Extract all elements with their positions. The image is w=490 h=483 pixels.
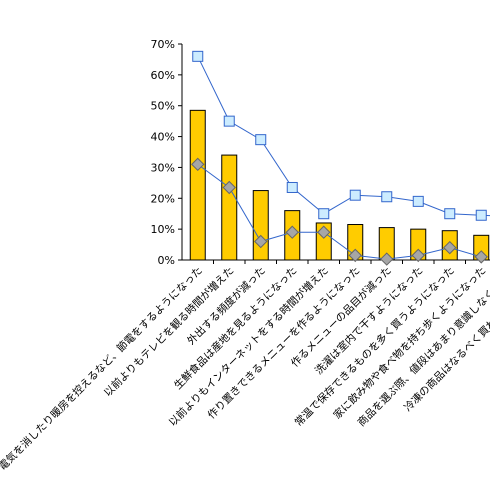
y-tick-label: 50% — [151, 100, 175, 113]
category-label: 電気を消したり暖房を控えるなど、節電をするようになった — [0, 264, 205, 473]
y-tick-label: 40% — [151, 131, 175, 144]
diamond-marker — [254, 234, 268, 249]
square-marker — [255, 134, 267, 146]
square-marker — [381, 191, 393, 203]
bar — [189, 109, 206, 261]
square-marker — [475, 209, 487, 221]
y-tick-label: 70% — [151, 38, 175, 51]
bar — [252, 190, 269, 261]
square-marker — [349, 189, 361, 201]
diamond-marker — [191, 157, 205, 172]
y-tick-label: 10% — [151, 223, 175, 236]
diamond-marker — [285, 225, 299, 239]
category-labels: 電気を消したり暖房を控えるなど、節電をするようになった以前よりもテレビを観る時間… — [0, 264, 490, 473]
diamond-marker — [348, 248, 362, 263]
y-tick-labels: 0% 10% 20% 30% 40% 50% 60% 70% — [151, 38, 175, 267]
bar-series — [189, 109, 490, 261]
bar — [221, 154, 238, 261]
diamond-marker — [222, 180, 236, 195]
y-tick-label: 20% — [151, 192, 175, 205]
y-tick-label: 30% — [151, 161, 175, 174]
square-marker — [318, 208, 330, 220]
square-marker — [192, 50, 204, 62]
diamond-marker — [380, 252, 394, 266]
square-marker — [444, 208, 456, 220]
square-marker-series-line — [197, 56, 490, 217]
diamond-marker-series-line — [197, 163, 482, 260]
square-marker — [286, 181, 298, 193]
diamond-marker — [474, 250, 488, 264]
line-series — [191, 50, 490, 266]
square-marker — [223, 115, 235, 127]
y-tick-label: 60% — [151, 69, 175, 82]
diamond-marker — [317, 225, 331, 239]
diamond-marker — [443, 240, 457, 255]
y-tick-label: 0% — [158, 254, 175, 267]
square-marker — [412, 195, 424, 207]
diamond-marker — [411, 248, 425, 263]
